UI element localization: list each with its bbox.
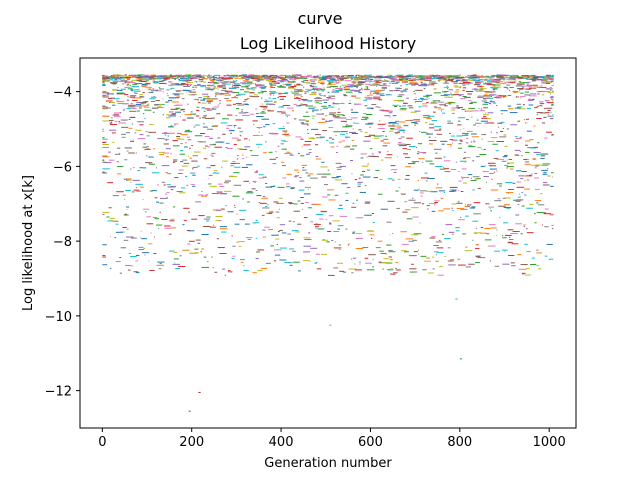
series-59 xyxy=(102,75,550,270)
plot-area xyxy=(102,74,554,412)
y-tick-label: −12 xyxy=(45,385,72,400)
x-tick-label: 1000 xyxy=(533,435,566,450)
x-tick-label: 400 xyxy=(269,435,294,450)
series-40 xyxy=(102,75,554,272)
x-axis: 0 200 400 600 800 1000 xyxy=(98,428,566,450)
x-axis-label: Generation number xyxy=(264,456,392,471)
x-tick-label: 800 xyxy=(447,435,472,450)
series-30 xyxy=(102,74,554,261)
y-axis-label: Log likelihood at x[k] xyxy=(21,175,36,311)
y-tick-label: −4 xyxy=(53,86,72,101)
series-56 xyxy=(102,74,547,265)
series-60 xyxy=(102,74,554,254)
x-tick-label: 0 xyxy=(98,435,106,450)
series-20 xyxy=(102,74,554,270)
axes-frame xyxy=(79,57,577,429)
y-tick-label: −10 xyxy=(45,310,72,325)
series-50 xyxy=(102,74,553,265)
series-57 xyxy=(102,74,554,270)
x-tick-label: 600 xyxy=(358,435,383,450)
y-tick-label: −6 xyxy=(53,160,72,175)
series-6 xyxy=(102,74,553,273)
chart-title: Log Likelihood History xyxy=(240,34,416,53)
series-41 xyxy=(102,74,551,274)
y-tick-label: −8 xyxy=(53,235,72,250)
series-43 xyxy=(102,74,554,270)
figure-suptitle: curve xyxy=(298,9,343,28)
y-axis: −12 −10 −8 −6 −4 xyxy=(45,86,80,400)
x-tick-label: 200 xyxy=(179,435,204,450)
series-58 xyxy=(102,75,554,267)
